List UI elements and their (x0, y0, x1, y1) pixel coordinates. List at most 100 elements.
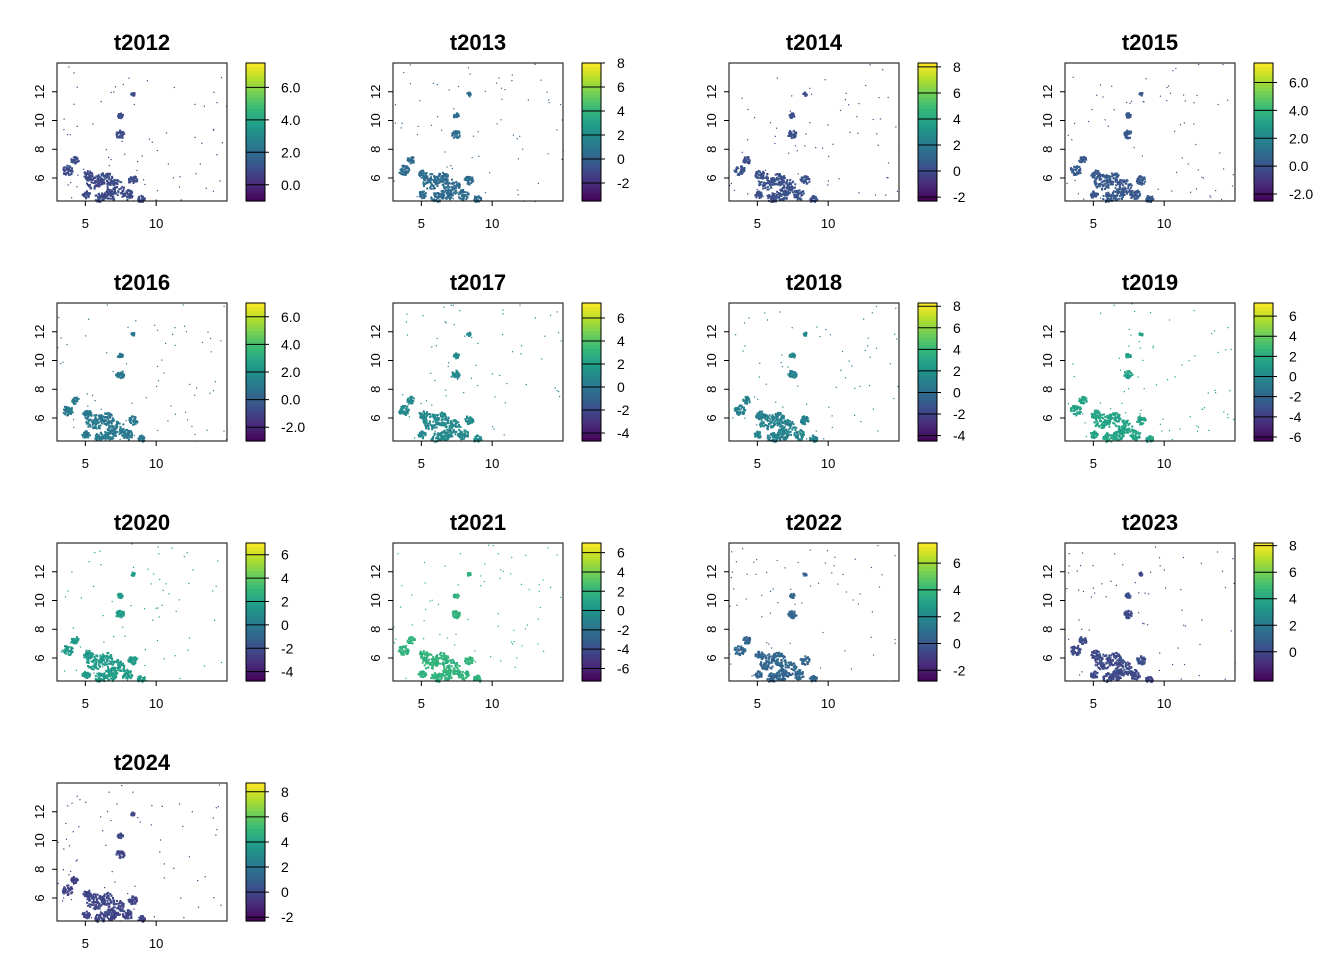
raster-cell (739, 404, 742, 407)
raster-cell (429, 179, 432, 182)
raster-cell (759, 410, 762, 413)
raster-cell (89, 413, 92, 416)
raster-cell (877, 430, 879, 432)
raster-cell (422, 410, 425, 413)
raster-cell (403, 412, 406, 415)
raster-cell (435, 437, 437, 440)
raster-cell (402, 170, 404, 173)
raster-cell (742, 408, 745, 411)
raster-cell (101, 418, 104, 421)
raster-cell (459, 310, 461, 312)
raster-cell (432, 426, 435, 428)
raster-cell (754, 174, 757, 177)
raster-cell (1121, 195, 1124, 198)
y-tick-label: 12 (368, 325, 383, 339)
raster-cell (124, 434, 126, 436)
raster-cell (755, 171, 758, 173)
raster-cell (428, 180, 431, 183)
raster-cell (121, 376, 124, 379)
raster-cell (878, 97, 880, 99)
raster-cell (762, 170, 765, 173)
raster-cell (466, 430, 469, 433)
raster-cell (789, 430, 792, 433)
legend-color-step (918, 94, 937, 99)
raster-cell (810, 197, 813, 200)
raster-cell (86, 418, 89, 421)
legend-color-step (918, 76, 937, 81)
raster-cell (133, 418, 136, 421)
raster-cell (473, 199, 476, 202)
raster-cell (460, 198, 463, 201)
x-tick-label: 10 (485, 216, 499, 231)
raster-cell (457, 372, 460, 374)
raster-cell (463, 429, 466, 432)
raster-cell (869, 64, 871, 66)
legend-color-step (246, 190, 265, 195)
legend-color-step (582, 87, 601, 92)
raster-cell (1096, 94, 1098, 96)
raster-cell (1102, 173, 1105, 176)
raster-cell (92, 419, 95, 422)
legend-color-step (246, 306, 265, 311)
raster-cell (1129, 192, 1132, 195)
raster-cell (764, 418, 767, 421)
raster-cell (1121, 193, 1123, 196)
raster-cell (111, 432, 114, 435)
raster-cell (87, 420, 90, 423)
raster-cell (447, 436, 450, 439)
raster-cell (781, 188, 784, 191)
raster-cell (94, 419, 97, 422)
raster-cell (402, 168, 405, 171)
raster-cell (1107, 125, 1109, 127)
raster-cell (93, 187, 96, 190)
raster-cell (765, 414, 768, 417)
y-tick-label: 12 (1040, 85, 1055, 99)
raster-cell (1141, 179, 1144, 182)
raster-cell (786, 436, 789, 439)
raster-cell (764, 176, 767, 179)
legend-color-step (582, 406, 601, 411)
raster-cell (62, 361, 64, 363)
raster-cell (871, 312, 873, 314)
raster-cell (793, 371, 796, 374)
raster-cell (431, 173, 434, 176)
raster-cell (445, 322, 447, 324)
raster-cell (111, 437, 113, 440)
raster-cell (1097, 172, 1100, 175)
raster-cell (761, 422, 764, 425)
raster-cell (1094, 181, 1097, 184)
raster-cell (422, 190, 425, 193)
raster-cell (774, 419, 777, 422)
y-tick-label: 10 (32, 353, 47, 367)
raster-cell (819, 335, 821, 338)
raster-cell (1116, 189, 1119, 192)
legend-color-step (246, 138, 265, 143)
legend-color-step (246, 173, 265, 178)
raster-cell (402, 173, 405, 176)
raster-cell (102, 415, 105, 418)
raster-cell (163, 372, 165, 374)
raster-cell (444, 321, 446, 323)
raster-cell (780, 433, 783, 436)
raster-cell (431, 428, 434, 431)
raster-cell (113, 190, 116, 193)
raster-cell (809, 436, 812, 439)
raster-cell (443, 185, 445, 188)
raster-cell (1092, 175, 1095, 178)
raster-cell (786, 191, 788, 194)
raster-cell (848, 104, 850, 106)
raster-cell (122, 434, 124, 437)
raster-cell (69, 173, 72, 176)
raster-cell (743, 167, 746, 169)
raster-cell (427, 427, 430, 430)
raster-cell (71, 197, 73, 199)
raster-cell (455, 191, 458, 194)
raster-cell (803, 93, 806, 96)
raster-cell (89, 184, 91, 187)
legend-color-step (918, 97, 937, 102)
raster-cell (433, 193, 436, 196)
raster-cell (1195, 188, 1198, 190)
raster-cell (794, 429, 797, 432)
raster-cell (107, 181, 109, 184)
